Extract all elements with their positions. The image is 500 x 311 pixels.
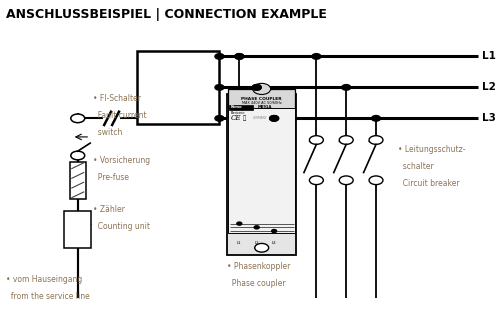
Text: M091A: M091A xyxy=(258,105,272,109)
Text: PHASE COUPLER: PHASE COUPLER xyxy=(242,97,282,101)
Circle shape xyxy=(252,85,261,90)
Text: L3: L3 xyxy=(482,113,496,123)
Text: ANSCHLUSSBEISPIEL | CONNECTION EXAMPLE: ANSCHLUSSBEISPIEL | CONNECTION EXAMPLE xyxy=(6,8,326,21)
Circle shape xyxy=(254,244,268,252)
Text: CE: CE xyxy=(230,114,241,122)
Text: • Phasenkoppler: • Phasenkoppler xyxy=(227,262,290,271)
Circle shape xyxy=(235,53,244,59)
Circle shape xyxy=(369,176,383,185)
Bar xyxy=(138,51,220,124)
Circle shape xyxy=(369,136,383,144)
Circle shape xyxy=(372,116,380,121)
Text: • Leitungsschutz-: • Leitungsschutz- xyxy=(398,145,466,154)
Text: L2: L2 xyxy=(482,82,496,92)
Text: Counting unit: Counting unit xyxy=(92,222,150,231)
Text: Ⓡ: Ⓡ xyxy=(243,115,246,121)
Text: Electronic: Electronic xyxy=(230,111,245,115)
Bar xyxy=(70,162,86,199)
Text: Kemo: Kemo xyxy=(231,105,242,109)
Circle shape xyxy=(339,176,353,185)
Text: schalter: schalter xyxy=(398,162,434,171)
Text: L2: L2 xyxy=(254,241,259,245)
Circle shape xyxy=(237,222,242,225)
Circle shape xyxy=(312,53,321,59)
Circle shape xyxy=(272,230,276,233)
Text: MAX 440V AC 50/60Hz: MAX 440V AC 50/60Hz xyxy=(242,100,282,104)
Bar xyxy=(228,89,295,111)
Circle shape xyxy=(270,116,278,121)
Circle shape xyxy=(235,53,244,59)
Circle shape xyxy=(71,114,85,123)
Text: • FI-Schalter: • FI-Schalter xyxy=(92,94,140,103)
Bar xyxy=(64,211,92,248)
Text: Phase coupler: Phase coupler xyxy=(227,279,286,288)
Circle shape xyxy=(270,116,278,121)
Circle shape xyxy=(252,83,270,95)
Bar xyxy=(227,94,296,255)
Text: • Vorsicherung: • Vorsicherung xyxy=(92,156,150,165)
Circle shape xyxy=(310,136,324,144)
Text: from the service line: from the service line xyxy=(6,292,89,301)
Text: • vom Hauseingang: • vom Hauseingang xyxy=(6,275,82,284)
Text: Fault current: Fault current xyxy=(92,111,146,120)
Circle shape xyxy=(254,226,259,229)
Text: L3: L3 xyxy=(272,241,276,245)
Circle shape xyxy=(215,85,224,90)
Text: L1: L1 xyxy=(482,51,496,62)
Bar xyxy=(228,108,295,233)
Text: • Zähler: • Zähler xyxy=(92,205,124,214)
Text: Pre-fuse: Pre-fuse xyxy=(92,173,128,182)
Text: L1: L1 xyxy=(237,241,242,245)
Text: GERMANY: GERMANY xyxy=(252,116,268,120)
Circle shape xyxy=(310,176,324,185)
Text: switch: switch xyxy=(92,128,122,137)
Circle shape xyxy=(71,151,85,160)
Text: Circuit breaker: Circuit breaker xyxy=(398,179,460,188)
Circle shape xyxy=(339,136,353,144)
Circle shape xyxy=(215,53,224,59)
Circle shape xyxy=(215,116,224,121)
Circle shape xyxy=(252,85,261,90)
Bar xyxy=(230,105,253,110)
Circle shape xyxy=(342,85,350,90)
